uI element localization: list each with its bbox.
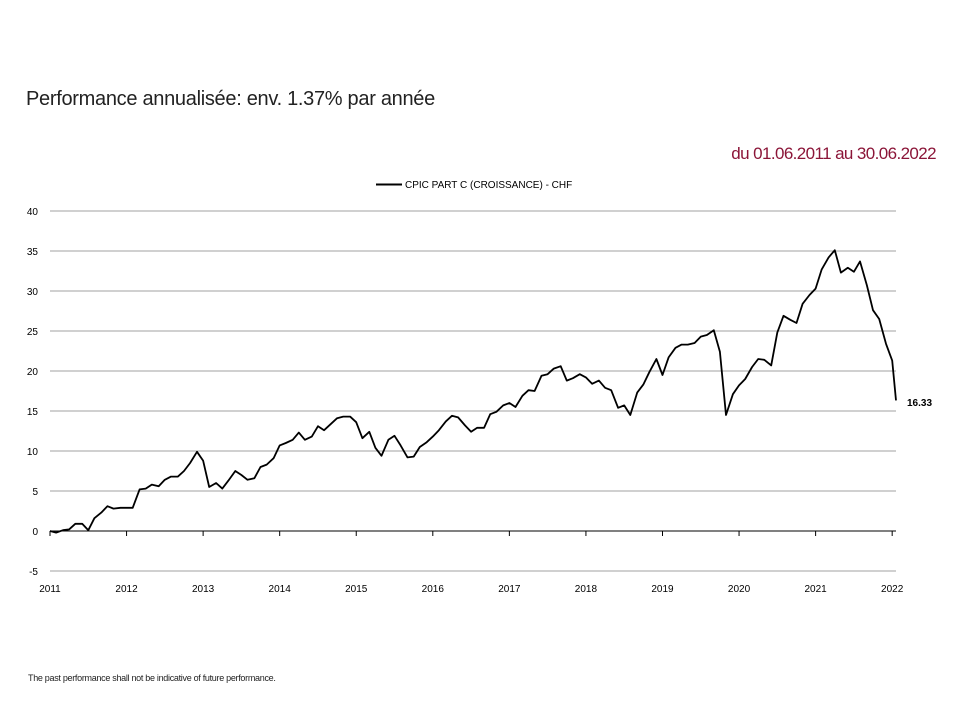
x-tick-label: 2021 [804, 584, 827, 595]
end-value-label: 16.33 [907, 398, 932, 409]
x-tick-label: 2011 [39, 584, 61, 595]
legend-label: CPIC PART C (CROISSANCE) - CHF [405, 180, 572, 191]
period-label: du 01.06.2011 au 30.06.2022 [731, 144, 936, 163]
y-tick-label: 0 [32, 527, 38, 538]
x-tick-label: 2019 [651, 584, 674, 595]
x-tick-label: 2020 [728, 584, 751, 595]
chart-title: Performance annualisée: env. 1.37% par a… [26, 88, 435, 110]
series-group [49, 249, 897, 534]
legend: CPIC PART C (CROISSANCE) - CHF [376, 180, 572, 191]
y-tick-label: 40 [27, 207, 39, 218]
x-tick-label: 2018 [575, 584, 598, 595]
x-tick-label: 2015 [345, 584, 368, 595]
x-tick-label: 2013 [192, 584, 215, 595]
x-tick-label: 2017 [498, 584, 521, 595]
y-tick-label: -5 [29, 567, 38, 578]
y-tick-label: 25 [27, 327, 39, 338]
y-tick-label: 20 [27, 367, 39, 378]
y-tick-label: 5 [32, 487, 38, 498]
x-tick-label: 2016 [422, 584, 445, 595]
x-tick-label: 2022 [881, 584, 904, 595]
grid-lines [50, 210, 896, 572]
x-tick-label: 2014 [269, 584, 292, 595]
x-tick-labels: 2011 2012 2013 2014 2015 2016 2017 2018 2019 2020… [39, 584, 903, 595]
y-tick-label: 30 [27, 287, 39, 298]
x-tick-label: 2012 [115, 584, 138, 595]
y-tick-label: 10 [27, 447, 39, 458]
y-tick-labels: -5 0 5 10 15 20 25 30 35 40 [27, 207, 39, 578]
y-tick-label: 35 [27, 247, 39, 258]
series-line [49, 249, 897, 534]
y-tick-label: 15 [27, 407, 39, 418]
disclaimer: The past performance shall not be indica… [28, 673, 276, 683]
axes [49, 530, 896, 536]
